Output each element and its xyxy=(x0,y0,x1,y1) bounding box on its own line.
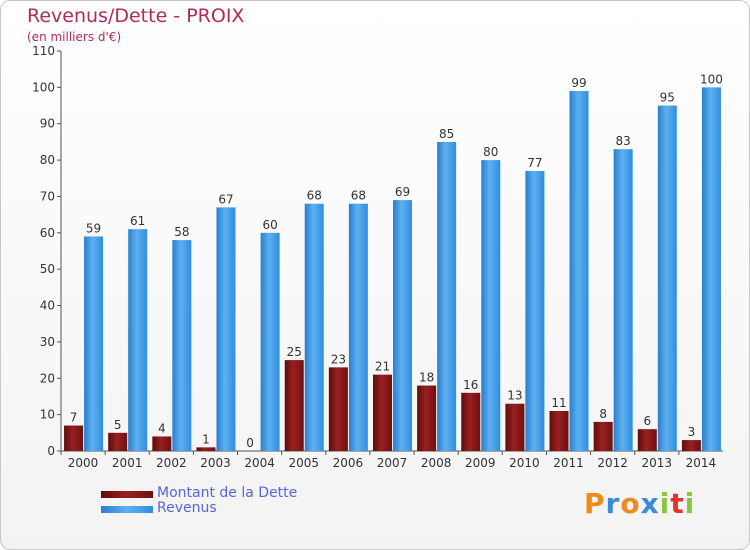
bar-dette xyxy=(152,436,172,451)
data-label-revenus: 58 xyxy=(174,225,189,239)
data-label-dette: 18 xyxy=(419,371,434,385)
bar-revenus xyxy=(613,149,633,451)
bar-dette xyxy=(681,440,701,451)
y-tick-label: 20 xyxy=(40,371,55,385)
bar-dette xyxy=(417,385,437,451)
data-label-dette: 7 xyxy=(70,411,78,425)
x-tick-label: 2005 xyxy=(288,456,319,470)
x-tick-label: 2007 xyxy=(377,456,408,470)
data-label-revenus: 59 xyxy=(86,221,101,235)
x-tick-label: 2002 xyxy=(156,456,187,470)
data-label-revenus: 83 xyxy=(616,134,631,148)
bar-revenus xyxy=(304,203,324,451)
bar-revenus xyxy=(569,91,589,451)
x-tick-label: 2010 xyxy=(509,456,540,470)
data-label-revenus: 61 xyxy=(130,214,145,228)
chart-subtitle: (en milliers d'€) xyxy=(27,30,122,44)
revenus-swatch-icon xyxy=(101,506,153,513)
bar-revenus xyxy=(437,141,457,451)
data-label-revenus: 99 xyxy=(571,76,586,90)
data-label-revenus: 85 xyxy=(439,127,454,141)
data-label-dette: 3 xyxy=(688,425,696,439)
y-tick-label: 80 xyxy=(40,153,55,167)
x-tick-label: 2014 xyxy=(686,456,717,470)
y-tick-label: 10 xyxy=(40,408,55,422)
x-tick-label: 2013 xyxy=(642,456,673,470)
y-tick-label: 40 xyxy=(40,299,55,313)
y-tick-label: 90 xyxy=(40,117,55,131)
bar-revenus xyxy=(128,229,148,451)
data-label-dette: 16 xyxy=(463,378,478,392)
data-label-dette: 23 xyxy=(331,352,346,366)
dette-swatch-icon xyxy=(101,491,153,498)
bar-dette xyxy=(108,432,128,451)
y-tick-label: 100 xyxy=(32,80,55,94)
data-label-dette: 11 xyxy=(551,396,566,410)
data-label-revenus: 69 xyxy=(395,185,410,199)
x-tick-label: 2000 xyxy=(68,456,99,470)
x-tick-label: 2012 xyxy=(597,456,628,470)
y-tick-label: 50 xyxy=(40,262,55,276)
data-label-dette: 8 xyxy=(599,407,607,421)
y-tick-label: 0 xyxy=(47,444,55,458)
bar-revenus xyxy=(348,203,368,451)
data-label-dette: 1 xyxy=(202,432,210,446)
data-label-revenus: 60 xyxy=(262,218,277,232)
bar-dette xyxy=(637,429,657,451)
legend-label-revenus: Revenus xyxy=(157,500,217,516)
x-tick-label: 2003 xyxy=(200,456,231,470)
bar-dette xyxy=(549,411,569,451)
bar-dette xyxy=(461,392,481,451)
bar-dette xyxy=(196,447,216,451)
bar-revenus xyxy=(84,236,104,451)
y-tick-label: 110 xyxy=(32,44,55,58)
data-label-revenus: 77 xyxy=(527,156,542,170)
x-tick-label: 2011 xyxy=(553,456,584,470)
x-tick-label: 2004 xyxy=(244,456,275,470)
bar-revenus xyxy=(172,240,192,451)
proxiti-logo: Proxiti xyxy=(584,487,696,520)
data-label-dette: 21 xyxy=(375,360,390,374)
y-tick-label: 70 xyxy=(40,189,55,203)
data-label-revenus: 68 xyxy=(307,189,322,203)
bar-revenus xyxy=(525,171,545,451)
y-tick-label: 60 xyxy=(40,226,55,240)
chart-title: Revenus/Dette - PROIX xyxy=(27,5,245,27)
data-label-revenus: 80 xyxy=(483,145,498,159)
bar-dette xyxy=(505,403,525,451)
x-tick-label: 2008 xyxy=(421,456,452,470)
legend-label-dette: Montant de la Dette xyxy=(157,485,298,501)
bar-revenus xyxy=(481,160,501,451)
bar-dette xyxy=(64,425,84,451)
bar-dette xyxy=(593,421,613,451)
data-label-dette: 4 xyxy=(158,421,166,435)
x-tick-label: 2006 xyxy=(333,456,364,470)
data-label-dette: 6 xyxy=(643,414,651,428)
data-label-revenus: 68 xyxy=(351,189,366,203)
y-tick-label: 30 xyxy=(40,335,55,349)
bar-dette xyxy=(373,374,392,451)
data-label-dette: 5 xyxy=(114,418,122,432)
bar-dette xyxy=(328,367,348,451)
bar-dette xyxy=(284,360,304,451)
data-label-revenus: 100 xyxy=(700,72,723,86)
data-label-dette: 13 xyxy=(507,389,522,403)
x-tick-label: 2009 xyxy=(465,456,496,470)
bar-revenus xyxy=(216,207,236,451)
bar-revenus xyxy=(657,105,677,451)
data-label-revenus: 95 xyxy=(660,91,675,105)
data-label-dette: 0 xyxy=(246,436,254,450)
data-label-revenus: 67 xyxy=(218,192,233,206)
bar-revenus xyxy=(393,200,412,451)
bar-revenus xyxy=(260,232,280,451)
x-tick-label: 2001 xyxy=(112,456,143,470)
data-label-dette: 25 xyxy=(287,345,302,359)
bar-revenus xyxy=(701,87,721,451)
